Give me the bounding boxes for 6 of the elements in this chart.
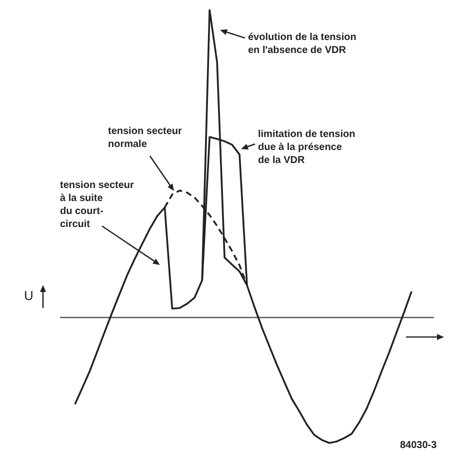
y-axis-title: U — [24, 288, 34, 303]
annotation: 84030-3 — [400, 440, 438, 451]
annotation: évolution de la tension en l'absence de VDR — [248, 32, 356, 56]
annotation: limitation de tension due à la présence de la VDR — [258, 129, 356, 166]
annotation: tension secteur à la suite du court- circuit — [60, 180, 134, 230]
annotation: tension secteur normale — [108, 126, 182, 150]
